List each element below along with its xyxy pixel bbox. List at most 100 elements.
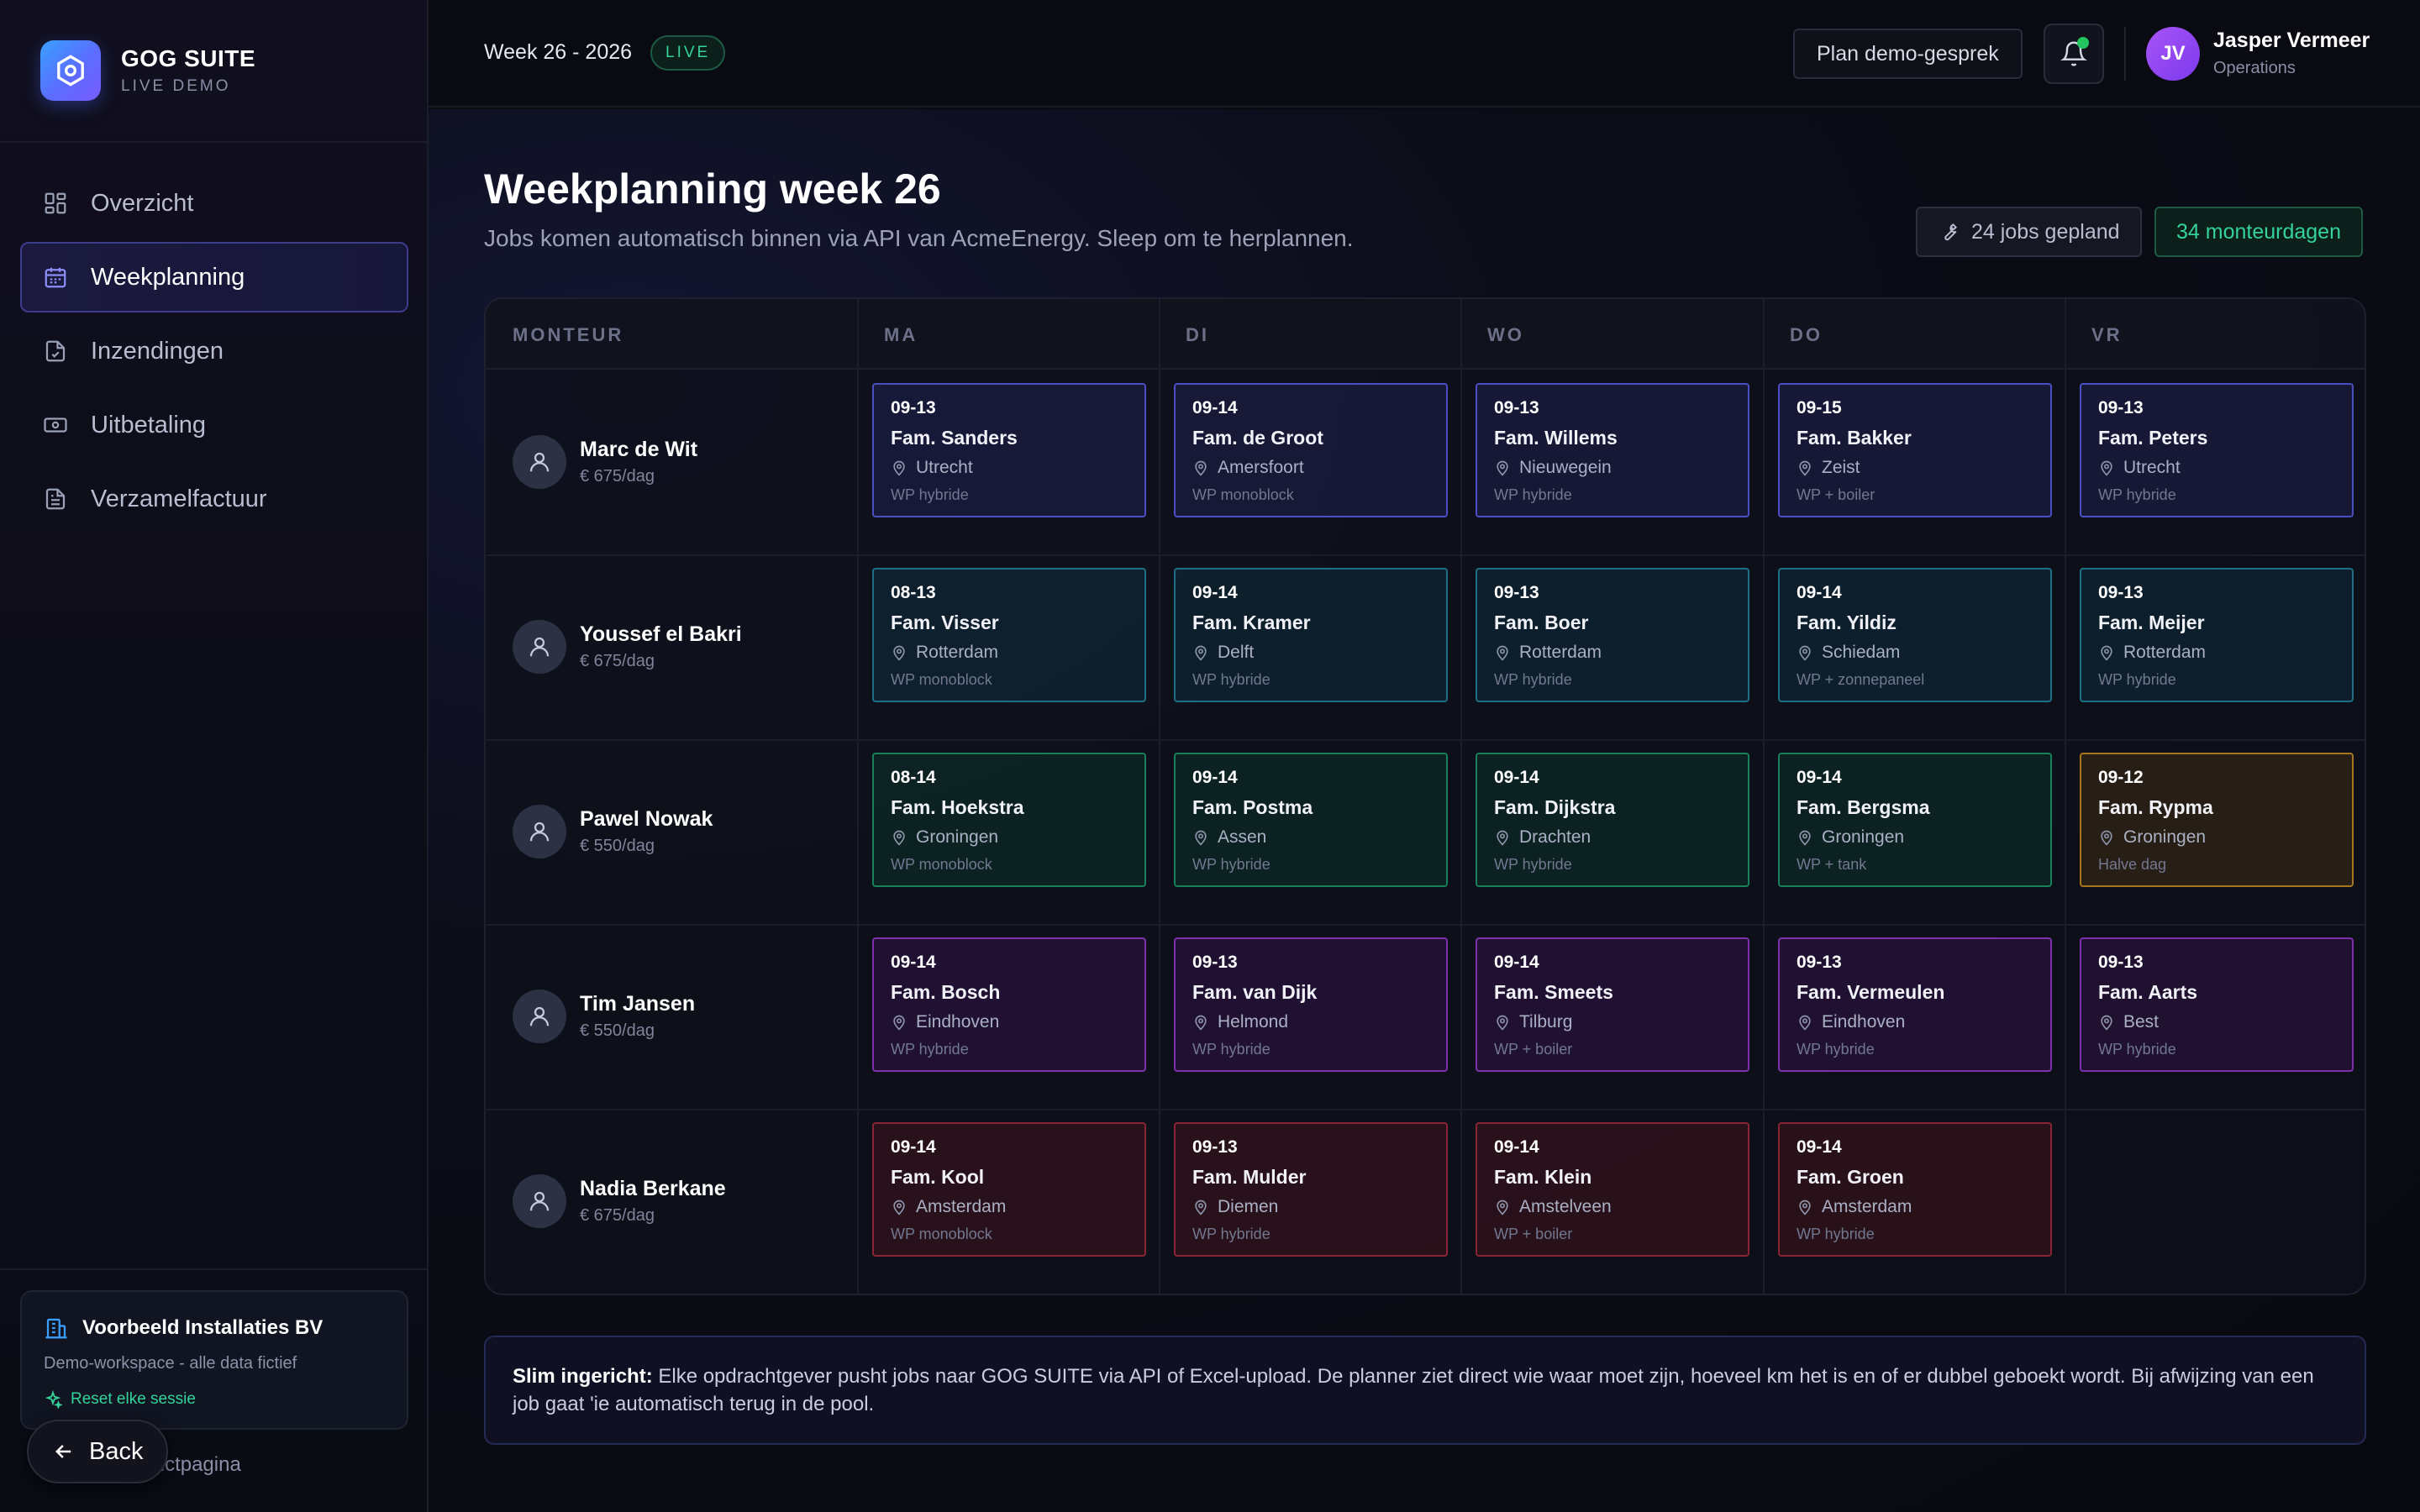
- grid-header: MONTEUR MA DI WO DO VR: [486, 299, 2365, 370]
- technician-name: Tim Jansen: [580, 992, 696, 1016]
- job-card[interactable]: 09-14 Fam. Bosch Eindhoven WP hybride: [872, 937, 1146, 1072]
- job-card[interactable]: 09-12 Fam. Rypma Groningen Halve dag: [2080, 753, 2354, 887]
- column-divider: [857, 299, 859, 1294]
- job-type: WP hybride: [1494, 671, 1572, 688]
- map-pin-icon: [2098, 644, 2115, 661]
- jobs-planned-label: 24 jobs gepland: [1971, 219, 2120, 244]
- job-client: Fam. Meijer: [2098, 612, 2205, 633]
- job-card[interactable]: 09-14 Fam. Klein Amstelveen WP + boiler: [1476, 1122, 1749, 1257]
- jobs-planned-badge: 24 jobs gepland: [1916, 207, 2142, 257]
- job-card[interactable]: 09-13 Fam. Sanders Utrecht WP hybride: [872, 383, 1146, 517]
- map-pin-icon: [2098, 459, 2115, 476]
- job-card[interactable]: 09-14 Fam. Smeets Tilburg WP + boiler: [1476, 937, 1749, 1072]
- user-name[interactable]: Jasper Vermeer: [2213, 29, 2370, 52]
- job-card[interactable]: 09-13 Fam. Boer Rotterdam WP hybride: [1476, 568, 1749, 702]
- job-card[interactable]: 09-13 Fam. Aarts Best WP hybride: [2080, 937, 2354, 1072]
- column-header-do: DO: [1790, 324, 1823, 345]
- job-card[interactable]: 09-14 Fam. Kramer Delft WP hybride: [1174, 568, 1448, 702]
- user-icon: [513, 435, 566, 489]
- map-pin-icon: [1192, 459, 1209, 476]
- job-client: Fam. Sanders: [891, 427, 1018, 449]
- job-time: 09-14: [1797, 583, 1842, 602]
- map-pin-icon: [1192, 829, 1209, 846]
- job-card[interactable]: 09-14 Fam. Dijkstra Drachten WP hybride: [1476, 753, 1749, 887]
- job-time: 09-14: [1797, 1137, 1842, 1157]
- job-city: Zeist: [1822, 458, 1860, 477]
- job-client: Fam. Kramer: [1192, 612, 1311, 633]
- job-card[interactable]: 09-14 Fam. Yildiz Schiedam WP + zonnepaneel: [1778, 568, 2052, 702]
- calendar-icon: [42, 264, 69, 291]
- job-type: WP hybride: [1192, 671, 1270, 688]
- job-card[interactable]: 09-13 Fam. Peters Utrecht WP hybride: [2080, 383, 2354, 517]
- job-time: 09-13: [2098, 953, 2144, 972]
- user-icon: [513, 620, 566, 674]
- job-client: Fam. Mulder: [1192, 1166, 1307, 1188]
- job-type: WP hybride: [1192, 1041, 1270, 1058]
- job-card[interactable]: 08-14 Fam. Hoekstra Groningen WP monoblock: [872, 753, 1146, 887]
- sidebar-divider: [0, 1268, 427, 1270]
- map-pin-icon: [2098, 829, 2115, 846]
- job-type: WP hybride: [1192, 1226, 1270, 1242]
- job-type: WP monoblock: [1192, 486, 1294, 503]
- job-city: Utrecht: [916, 458, 973, 477]
- job-client: Fam. Bosch: [891, 981, 1001, 1003]
- technician-name: Marc de Wit: [580, 438, 698, 461]
- job-type: Halve dag: [2098, 856, 2167, 873]
- technician-cell: Pawel Nowak € 550/dag: [513, 805, 713, 858]
- job-card[interactable]: 09-13 Fam. Willems Nieuwegein WP hybride: [1476, 383, 1749, 517]
- sidebar-item-verzamelfactuur[interactable]: Verzamelfactuur: [20, 464, 408, 534]
- job-card[interactable]: 09-14 Fam. Postma Assen WP hybride: [1174, 753, 1448, 887]
- job-card[interactable]: 09-13 Fam. van Dijk Helmond WP hybride: [1174, 937, 1448, 1072]
- job-time: 08-13: [891, 583, 936, 602]
- sidebar-item-overzicht[interactable]: Overzicht: [20, 168, 408, 239]
- map-pin-icon: [891, 1199, 908, 1215]
- job-type: WP monoblock: [891, 856, 992, 873]
- job-card[interactable]: 09-15 Fam. Bakker Zeist WP + boiler: [1778, 383, 2052, 517]
- job-city: Eindhoven: [1822, 1012, 1906, 1032]
- job-type: WP monoblock: [891, 671, 992, 688]
- sidebar: GOG SUITE LIVE DEMO Overzicht Weekplanni…: [0, 0, 429, 1512]
- sidebar-item-inzendingen[interactable]: Inzendingen: [20, 316, 408, 386]
- sidebar-nav: Overzicht Weekplanning Inzendingen: [20, 168, 408, 538]
- job-time: 09-12: [2098, 768, 2144, 787]
- map-pin-icon: [1797, 644, 1813, 661]
- job-type: WP hybride: [2098, 486, 2176, 503]
- job-card[interactable]: 09-13 Fam. Meijer Rotterdam WP hybride: [2080, 568, 2354, 702]
- sidebar-item-weekplanning[interactable]: Weekplanning: [20, 242, 408, 312]
- brand-name: GOG SUITE: [121, 45, 256, 71]
- notifications-button[interactable]: [2044, 24, 2104, 84]
- job-card[interactable]: 09-13 Fam. Mulder Diemen WP hybride: [1174, 1122, 1448, 1257]
- job-client: Fam. Klein: [1494, 1166, 1592, 1188]
- back-label: Back: [89, 1437, 144, 1465]
- document-check-icon: [42, 338, 69, 365]
- technician-cell: Tim Jansen € 550/dag: [513, 990, 695, 1043]
- job-client: Fam. Smeets: [1494, 981, 1613, 1003]
- job-type: WP + boiler: [1494, 1041, 1573, 1058]
- sidebar-item-uitbetaling[interactable]: Uitbetaling: [20, 390, 408, 460]
- map-pin-icon: [1494, 644, 1511, 661]
- technician-cell: Youssef el Bakri € 675/dag: [513, 620, 742, 674]
- job-card[interactable]: 09-14 Fam. Kool Amsterdam WP monoblock: [872, 1122, 1146, 1257]
- job-type: WP hybride: [2098, 671, 2176, 688]
- job-card[interactable]: 08-13 Fam. Visser Rotterdam WP monoblock: [872, 568, 1146, 702]
- user-avatar[interactable]: JV: [2146, 27, 2200, 81]
- back-button[interactable]: Back: [27, 1420, 169, 1483]
- plan-demo-button[interactable]: Plan demo-gesprek: [1793, 29, 2023, 79]
- job-time: 09-13: [1192, 1137, 1238, 1157]
- job-card[interactable]: 09-14 Fam. Groen Amsterdam WP hybride: [1778, 1122, 2052, 1257]
- brand[interactable]: GOG SUITE LIVE DEMO: [40, 40, 255, 101]
- header-divider: [2124, 27, 2126, 81]
- job-card[interactable]: 09-13 Fam. Vermeulen Eindhoven WP hybride: [1778, 937, 2052, 1072]
- job-client: Fam. Dijkstra: [1494, 796, 1616, 818]
- workspace-description: Demo-workspace - alle data fictief: [44, 1354, 297, 1373]
- job-city: Delft: [1218, 643, 1255, 662]
- column-header-di: DI: [1186, 324, 1209, 345]
- technician-name: Pawel Nowak: [580, 807, 713, 831]
- sidebar-item-label: Uitbetaling: [91, 411, 207, 438]
- job-time: 09-14: [1797, 768, 1842, 787]
- column-header-ma: MA: [884, 324, 918, 345]
- job-card[interactable]: 09-14 Fam. de Groot Amersfoort WP monoblock: [1174, 383, 1448, 517]
- job-client: Fam. Visser: [891, 612, 999, 633]
- brand-subtitle: LIVE DEMO: [121, 77, 231, 95]
- job-card[interactable]: 09-14 Fam. Bergsma Groningen WP + tank: [1778, 753, 2052, 887]
